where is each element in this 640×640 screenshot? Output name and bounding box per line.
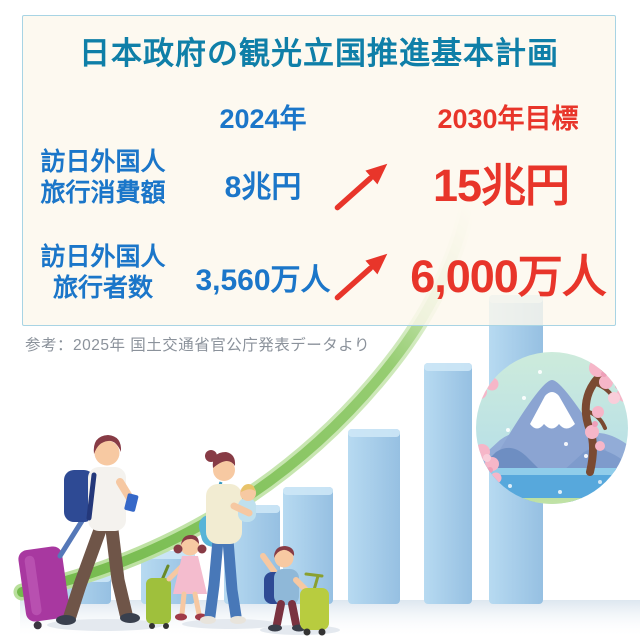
- row-label-line: 旅行消費額: [40, 178, 166, 207]
- mother-figure: [198, 450, 256, 624]
- decorative-bar-cap: [424, 363, 472, 371]
- value-spending-2024: 8兆円: [224, 171, 302, 204]
- father-figure: [18, 435, 140, 630]
- row-label-line: 訪日外国人: [40, 243, 166, 271]
- figure-shadow: [182, 619, 278, 629]
- traveler-family-illustration: [18, 435, 340, 636]
- green-suitcase: [300, 572, 329, 636]
- decorative-bar-cap: [283, 487, 333, 495]
- decorative-bar-cap: [348, 429, 400, 437]
- source-note: 参考：2025年 国土交通省官公庁発表データより: [25, 337, 370, 354]
- row-label-line: 旅行者数: [52, 273, 153, 302]
- purple-suitcase: [18, 546, 70, 630]
- value-visitors-2030: 6,000万人: [410, 251, 607, 302]
- row-label-line: 訪日外国人: [40, 148, 166, 176]
- girl-figure: [146, 535, 207, 629]
- value-spending-2030: 15兆円: [432, 160, 570, 211]
- increase-arrow-icon: [334, 163, 388, 211]
- row-label-travel-spending: 訪日外国人 旅行消費額: [23, 147, 183, 208]
- row-label-visitor-count: 訪日外国人 旅行者数: [23, 242, 183, 303]
- baby-figure: [238, 484, 256, 522]
- panel-title: 日本政府の観光立国推進基本計画: [79, 36, 559, 71]
- navy-backpack: [64, 470, 94, 522]
- decorative-bar: [348, 429, 400, 604]
- column-header-2024: 2024年: [219, 104, 307, 134]
- summary-panel: 日本政府の観光立国推進基本計画 2024年 2030年目標 訪日外国人 旅行消費…: [22, 15, 616, 326]
- boy-figure: [260, 546, 329, 636]
- decorative-bar: [424, 363, 472, 604]
- green-suitcase-small: [146, 564, 171, 629]
- value-visitors-2024: 3,560万人: [195, 264, 331, 297]
- column-header-2030-target: 2030年目標: [437, 104, 579, 134]
- phone: [124, 493, 139, 512]
- increase-arrow-icon: [334, 253, 388, 301]
